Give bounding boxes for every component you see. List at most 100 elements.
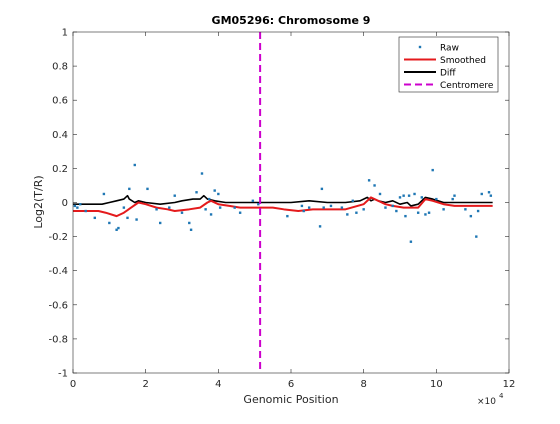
- raw-point: [407, 194, 411, 197]
- raw-point: [475, 235, 478, 238]
- raw-point: [367, 179, 371, 182]
- raw-point: [464, 208, 467, 211]
- raw-point: [362, 208, 365, 211]
- legend-box: [398, 36, 499, 93]
- raw-point: [204, 208, 207, 211]
- x-multiplier-exponent: 4: [499, 392, 504, 400]
- raw-point: [73, 204, 77, 208]
- raw-point: [489, 194, 493, 197]
- raw-point: [126, 216, 129, 220]
- x-tick-label: 6: [288, 379, 294, 390]
- raw-point: [159, 221, 162, 225]
- y-tick-label: 1: [62, 28, 68, 39]
- raw-point: [218, 206, 222, 209]
- raw-point: [404, 214, 407, 218]
- raw-point: [355, 211, 358, 214]
- raw-point: [188, 221, 191, 225]
- x-tick-label: 10: [430, 379, 443, 390]
- raw-point: [76, 206, 79, 209]
- raw-point: [168, 206, 171, 209]
- raw-point: [329, 204, 333, 208]
- smoothed-line: [73, 196, 493, 218]
- raw-point: [213, 189, 216, 192]
- raw-point: [322, 206, 325, 209]
- raw-point: [122, 206, 126, 209]
- raw-point: [476, 209, 480, 213]
- raw-point: [307, 206, 311, 209]
- raw-point: [200, 172, 204, 175]
- x-axis-ticks: 0 2 4 6 8 10 12: [70, 32, 515, 390]
- legend-marker-raw: [418, 45, 422, 49]
- y-tick-label: 0.4: [52, 130, 68, 141]
- raw-point: [320, 187, 324, 191]
- raw-point: [451, 197, 454, 201]
- raw-point: [128, 187, 131, 191]
- raw-point: [173, 194, 176, 197]
- raw-point: [102, 192, 106, 196]
- raw-point: [180, 211, 184, 214]
- raw-point: [84, 209, 87, 213]
- raw-point: [469, 214, 473, 218]
- raw-point: [108, 221, 111, 225]
- diff-series: [73, 194, 493, 207]
- raw-point: [208, 197, 211, 201]
- y-tick-label: 0.6: [52, 96, 68, 107]
- raw-point: [115, 228, 118, 231]
- raw-point: [413, 192, 416, 196]
- raw-point: [135, 218, 138, 221]
- y-tick-label: -1: [58, 369, 68, 380]
- legend-label-centromere: Centromere: [440, 81, 494, 91]
- raw-point: [420, 196, 423, 199]
- y-tick-label: -0.2: [48, 232, 68, 243]
- raw-point: [300, 204, 304, 208]
- x-axis-label: Genomic Position: [243, 393, 338, 406]
- x-tick-label: 8: [360, 379, 366, 390]
- raw-point: [427, 211, 431, 214]
- raw-point: [340, 206, 344, 209]
- raw-point: [146, 187, 149, 191]
- raw-point: [487, 191, 491, 194]
- y-tick-label: -0.8: [48, 334, 68, 345]
- raw-point: [398, 196, 402, 199]
- raw-point: [480, 192, 483, 196]
- raw-point: [217, 192, 220, 196]
- x-multiplier-label: ×10: [477, 397, 496, 407]
- x-tick-label: 4: [215, 379, 221, 390]
- raw-point: [424, 213, 427, 216]
- raw-series: [73, 163, 493, 243]
- legend-label-smoothed: Smoothed: [440, 56, 486, 66]
- raw-point: [351, 199, 354, 202]
- raw-point: [209, 213, 213, 216]
- legend-label-raw: Raw: [440, 44, 459, 54]
- diff-line: [73, 194, 493, 207]
- raw-point: [79, 203, 82, 206]
- y-axis-label: Log2(T/R): [32, 175, 45, 228]
- raw-point: [346, 213, 349, 216]
- legend-label-diff: Diff: [440, 69, 456, 79]
- raw-point: [93, 216, 96, 220]
- raw-point: [257, 203, 260, 206]
- raw-point: [373, 184, 376, 187]
- y-tick-label: 0.2: [52, 164, 68, 175]
- raw-point: [238, 211, 242, 214]
- raw-point: [251, 199, 255, 202]
- raw-point: [442, 208, 445, 211]
- smoothed-series: [73, 196, 493, 218]
- raw-point: [133, 163, 136, 167]
- raw-point: [302, 209, 305, 213]
- x-tick-label: 0: [70, 379, 76, 390]
- raw-point: [384, 206, 387, 209]
- raw-point: [391, 204, 394, 208]
- raw-point: [286, 214, 289, 218]
- raw-point: [402, 194, 405, 197]
- raw-point: [431, 168, 434, 172]
- raw-point: [195, 191, 198, 194]
- y-tick-label: 0.8: [52, 62, 68, 73]
- raw-point: [189, 228, 193, 231]
- raw-point: [318, 225, 322, 228]
- raw-point: [233, 206, 236, 209]
- raw-point: [155, 208, 158, 211]
- x-tick-label: 2: [142, 379, 148, 390]
